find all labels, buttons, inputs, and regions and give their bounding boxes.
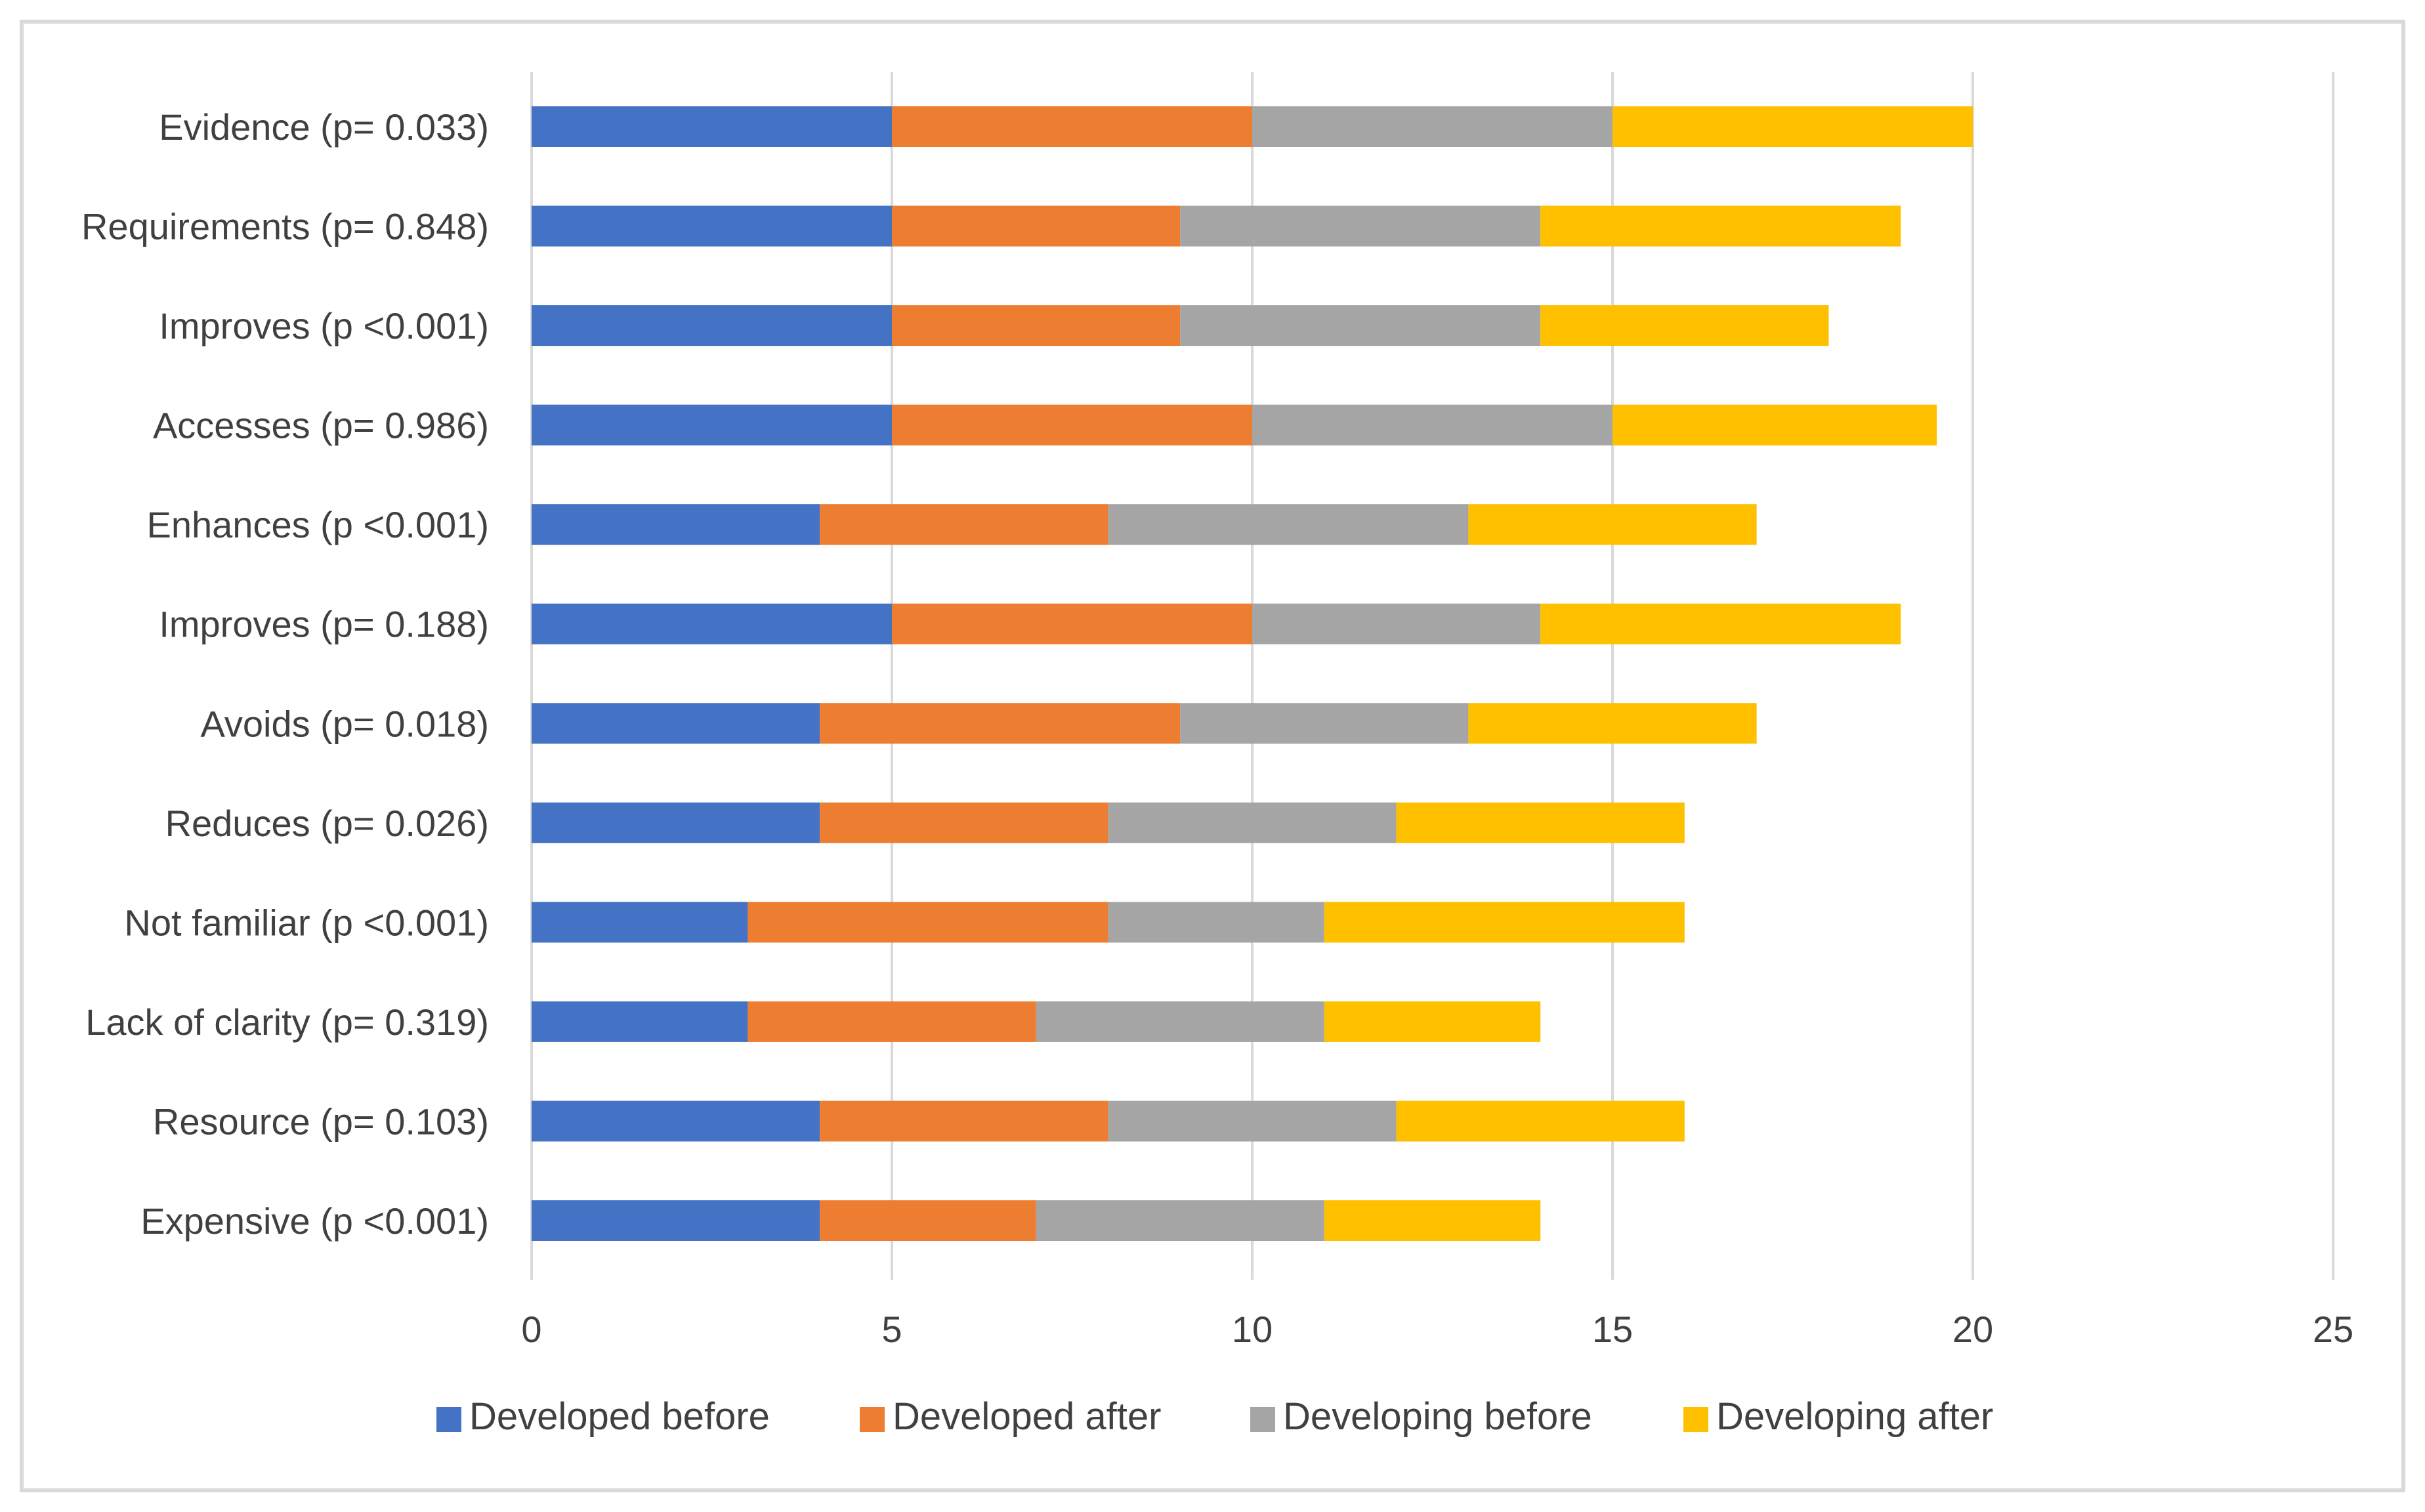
bar-segment-2-3 bbox=[1540, 305, 1829, 346]
bar-segment-10-0 bbox=[532, 1101, 820, 1142]
bar-segment-6-2 bbox=[1180, 703, 1469, 744]
category-label-4: Enhances (p <0.001) bbox=[147, 504, 489, 545]
x-tick-label-5: 25 bbox=[2313, 1309, 2353, 1350]
bar-segment-2-2 bbox=[1180, 305, 1541, 346]
bar-segment-3-0 bbox=[532, 404, 892, 446]
bars bbox=[532, 106, 1973, 1241]
x-tick-label-2: 10 bbox=[1232, 1309, 1273, 1350]
bar-segment-3-3 bbox=[1613, 404, 1937, 446]
bar-segment-0-1 bbox=[892, 106, 1252, 147]
category-label-7: Reduces (p= 0.026) bbox=[165, 803, 489, 844]
bar-segment-10-2 bbox=[1108, 1101, 1397, 1142]
category-label-5: Improves (p= 0.188) bbox=[159, 604, 489, 645]
bar-segment-8-1 bbox=[748, 902, 1108, 943]
bar-segment-8-2 bbox=[1108, 902, 1324, 943]
bar-segment-11-1 bbox=[820, 1200, 1036, 1241]
bar-segment-6-0 bbox=[532, 703, 820, 744]
bar-segment-9-2 bbox=[1036, 1001, 1324, 1042]
x-tick-label-3: 15 bbox=[1592, 1309, 1633, 1350]
category-label-6: Avoids (p= 0.018) bbox=[201, 703, 489, 744]
chart-frame bbox=[20, 20, 2405, 1492]
bar-segment-9-3 bbox=[1324, 1001, 1541, 1042]
legend-swatch-2 bbox=[1250, 1407, 1275, 1432]
bar-segment-3-2 bbox=[1252, 404, 1613, 446]
bar-segment-9-1 bbox=[748, 1001, 1036, 1042]
bar-segment-3-1 bbox=[892, 404, 1252, 446]
legend: Developed before Developed after Developin… bbox=[436, 1395, 1993, 1438]
x-axis-tick-labels: 0 5 10 15 20 25 bbox=[521, 1309, 2353, 1350]
bar-segment-0-0 bbox=[532, 106, 892, 147]
bar-segment-7-2 bbox=[1108, 802, 1397, 843]
legend-label-1: Developed after bbox=[893, 1395, 1161, 1438]
bar-segment-11-3 bbox=[1324, 1200, 1541, 1241]
bar-segment-9-0 bbox=[532, 1001, 748, 1042]
category-label-11: Expensive (p <0.001) bbox=[140, 1200, 489, 1242]
category-label-8: Not familiar (p <0.001) bbox=[124, 902, 489, 943]
legend-label-3: Developing after bbox=[1716, 1395, 1993, 1438]
bar-segment-1-1 bbox=[892, 205, 1181, 247]
legend-label-2: Developing before bbox=[1283, 1395, 1592, 1438]
x-tick-label-4: 20 bbox=[1952, 1309, 1993, 1350]
bar-segment-7-1 bbox=[820, 802, 1108, 843]
bar-segment-0-2 bbox=[1252, 106, 1613, 147]
bar-segment-4-1 bbox=[820, 504, 1108, 545]
legend-swatch-0 bbox=[436, 1407, 461, 1432]
bar-segment-4-3 bbox=[1468, 504, 1757, 545]
bar-segment-7-0 bbox=[532, 802, 820, 843]
bar-segment-11-0 bbox=[532, 1200, 820, 1241]
bar-segment-2-0 bbox=[532, 305, 892, 346]
bar-segment-5-1 bbox=[892, 603, 1252, 644]
legend-label-0: Developed before bbox=[469, 1395, 770, 1438]
category-label-2: Improves (p <0.001) bbox=[159, 305, 489, 346]
bar-segment-0-3 bbox=[1613, 106, 1973, 147]
bar-segment-11-2 bbox=[1036, 1200, 1324, 1241]
category-label-1: Requirements (p= 0.848) bbox=[81, 206, 489, 247]
bar-segment-8-0 bbox=[532, 902, 748, 943]
category-label-0: Evidence (p= 0.033) bbox=[159, 106, 489, 148]
bar-segment-8-3 bbox=[1324, 902, 1685, 943]
bar-segment-1-2 bbox=[1180, 205, 1541, 247]
category-label-3: Accesses (p= 0.986) bbox=[153, 405, 489, 446]
x-tick-label-0: 0 bbox=[521, 1309, 541, 1350]
bar-segment-2-1 bbox=[892, 305, 1181, 346]
x-tick-label-1: 5 bbox=[881, 1309, 902, 1350]
legend-swatch-1 bbox=[860, 1407, 885, 1432]
bar-segment-6-3 bbox=[1468, 703, 1757, 744]
bar-segment-10-1 bbox=[820, 1101, 1108, 1142]
category-label-10: Resource (p= 0.103) bbox=[153, 1101, 489, 1142]
gridlines bbox=[530, 72, 2334, 1280]
bar-segment-1-0 bbox=[532, 205, 892, 247]
legend-swatch-3 bbox=[1683, 1407, 1708, 1432]
bar-segment-5-2 bbox=[1252, 603, 1541, 644]
category-labels: Evidence (p= 0.033) Requirements (p= 0.84… bbox=[81, 106, 489, 1242]
bar-segment-4-2 bbox=[1108, 504, 1469, 545]
category-label-9: Lack of clarity (p= 0.319) bbox=[85, 1001, 489, 1043]
bar-segment-1-3 bbox=[1540, 205, 1901, 247]
bar-segment-7-3 bbox=[1396, 802, 1685, 843]
bar-segment-4-0 bbox=[532, 504, 820, 545]
bar-segment-5-0 bbox=[532, 603, 892, 644]
bar-segment-6-1 bbox=[820, 703, 1181, 744]
bar-segment-5-3 bbox=[1540, 603, 1901, 644]
bar-segment-10-3 bbox=[1396, 1101, 1685, 1142]
